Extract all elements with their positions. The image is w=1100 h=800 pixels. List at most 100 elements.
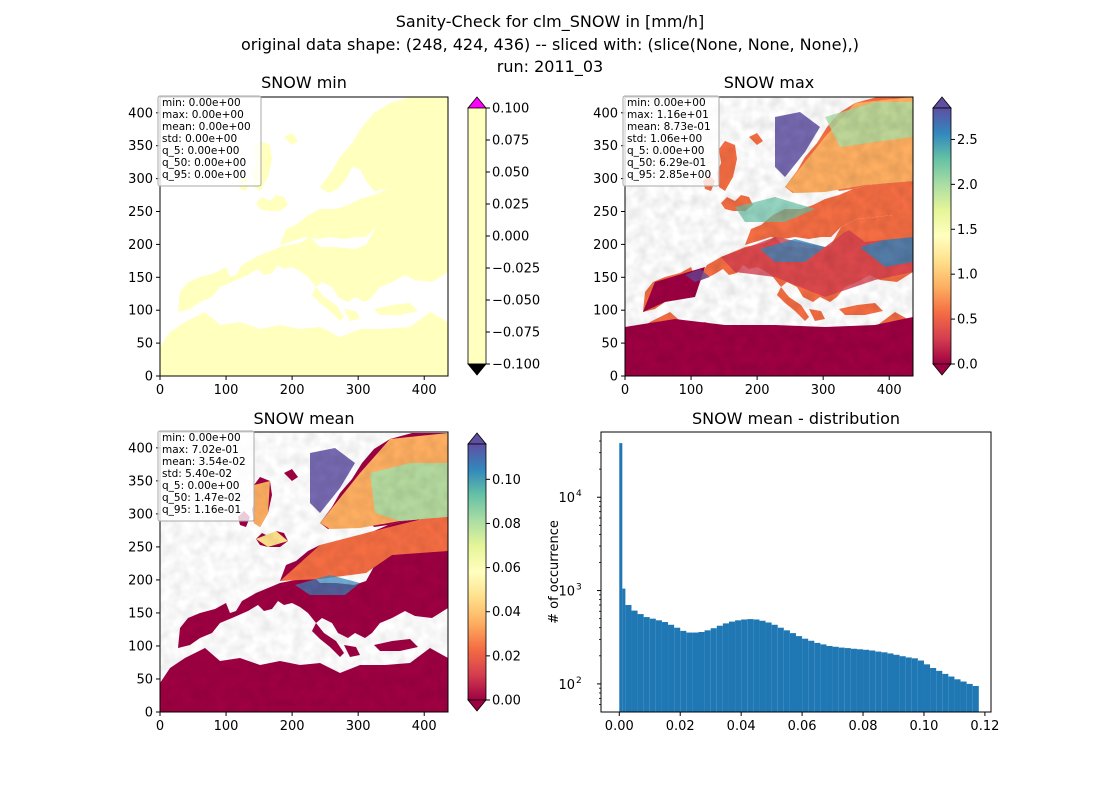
x-axis: 0.00 0.02 0.04 0.06 0.08 0.10 0.12	[605, 712, 999, 734]
y-axis: 0 50 100 150 200 250 300 350 400	[128, 441, 160, 721]
histogram-bar	[966, 683, 973, 712]
y-axis-label: # of occurrence	[547, 520, 562, 624]
histogram-bar	[899, 656, 906, 712]
histogram-bar	[820, 644, 827, 712]
colorbar-tick-label: −0.100	[492, 358, 540, 373]
colorbar-under-arrow	[467, 699, 487, 712]
stats-line: q_50: 0.00e+00	[162, 157, 246, 169]
stats-line: q_95: 2.85e+00	[627, 169, 711, 181]
panel-snow-mean: SNOW mean 0 100 200 300 400 0 50 100 150 200 250 3…	[128, 409, 521, 734]
x-tick-label: 400	[412, 719, 437, 734]
histogram-bar	[753, 619, 760, 712]
colorbar: 0.10 0.08 0.06 0.04 0.02 0.00	[467, 432, 521, 712]
axes-frame	[624, 96, 914, 377]
histogram-bar	[930, 668, 937, 712]
y-tick-label: 200	[128, 238, 153, 253]
axes-frame	[159, 431, 449, 713]
histogram-bar	[747, 619, 754, 712]
x-tick-label: 100	[214, 719, 239, 734]
colorbar-tick-label: 0.06	[492, 561, 521, 576]
histogram-bar	[923, 664, 931, 712]
colorbar: 2.5 2.0 1.5 1.0 0.5 0.0	[932, 96, 978, 376]
colorbar-tick-label: 2.5	[957, 133, 978, 148]
colorbar-body	[467, 107, 487, 365]
y-tick-label: 250	[128, 540, 153, 555]
histogram-bar	[661, 622, 669, 712]
histogram-bar	[710, 628, 717, 712]
y-tick-label: 0	[145, 706, 153, 721]
x-tick-label: 300	[346, 383, 371, 398]
histogram-bar	[911, 658, 918, 712]
histogram-bar	[856, 649, 864, 712]
axes-frame	[159, 96, 449, 377]
x-tick-label: 0.10	[909, 719, 938, 734]
stats-line: min: 0.00e+00	[162, 97, 241, 109]
colorbar-tick-label: 0.5	[957, 313, 978, 328]
colorbar-tick-label: 0.08	[492, 517, 521, 532]
x-axis: 0 100 200 300 400	[156, 712, 437, 734]
stats-box-frame	[622, 95, 720, 187]
panel-snow-min: SNOW min 0 100 200 300 400 0 50 100 150 200 250 30…	[128, 73, 540, 398]
histogram-bar	[655, 620, 662, 712]
histogram-bar	[972, 685, 979, 712]
panel-title: SNOW mean - distribution	[692, 409, 900, 428]
colorbar-tick-label: 0.10	[492, 473, 521, 488]
colorbar-tick-label: 0.100	[492, 102, 529, 117]
y-tick-label: 350	[128, 474, 153, 489]
x-tick-label: 100	[214, 383, 239, 398]
panel-title: SNOW min	[261, 73, 347, 92]
y-tick-label: 50	[136, 672, 153, 687]
histogram-bar	[765, 622, 772, 712]
y-tick-label: 200	[593, 238, 618, 253]
colorbar-tick-label: −0.050	[492, 294, 540, 309]
y-tick-label: 100	[128, 304, 153, 319]
y-tick-label: 400	[128, 441, 153, 456]
y-tick-label: 10	[558, 491, 575, 506]
colorbar-tick-label: 0.025	[492, 198, 529, 213]
colorbar-tick-label: 0.0	[957, 358, 978, 373]
x-tick-label: 200	[280, 383, 305, 398]
histogram-bar	[814, 642, 821, 712]
histogram-bar	[668, 624, 675, 712]
x-tick-label: 300	[811, 383, 836, 398]
x-tick-label: 400	[412, 383, 437, 398]
x-tick-label: 400	[877, 383, 902, 398]
histogram-bar	[622, 588, 626, 712]
stats-line: min: 0.00e+00	[162, 432, 241, 444]
histogram-bar	[777, 627, 784, 712]
stats-line: max: 7.02e-01	[162, 444, 239, 456]
x-tick-label: 0.06	[788, 719, 817, 734]
histogram-bar	[844, 648, 851, 712]
figure-title: Sanity-Check for clm_SNOW in [mm/h]	[395, 12, 705, 31]
histogram-bars	[619, 443, 979, 712]
y-tick-label: 100	[128, 639, 153, 654]
colorbar-tick-label: −0.075	[492, 326, 540, 341]
y-tick-label: 10	[558, 678, 575, 693]
histogram-bar	[875, 651, 882, 712]
y-tick-label: 400	[128, 106, 153, 121]
histogram-bar	[942, 673, 949, 712]
x-tick-label: 0.04	[727, 719, 756, 734]
histogram-bar	[948, 676, 955, 712]
histogram-bar	[869, 650, 876, 712]
histogram-bar	[741, 619, 748, 712]
colorbar: 0.100 0.075 0.050 0.025 0.000 −0.025 −0.050 −0.…	[467, 96, 540, 376]
stats-line: min: 0.00e+00	[627, 97, 706, 109]
x-tick-label: 300	[346, 719, 371, 734]
colorbar-tick-label: 1.0	[957, 268, 978, 283]
y-axis: 0 50 100 150 200 250 300 350 400	[593, 106, 625, 385]
x-tick-label: 0	[156, 383, 164, 398]
x-tick-label: 0.02	[666, 719, 695, 734]
colorbar-over-arrow	[467, 432, 487, 445]
histogram-bar	[722, 623, 729, 712]
colorbar-body	[467, 443, 487, 701]
colorbar-tick-label: 0.075	[492, 134, 529, 149]
stats-line: mean: 0.00e+00	[162, 121, 251, 133]
x-tick-label: 200	[745, 383, 770, 398]
colorbar-tick-label: 2.0	[957, 178, 978, 193]
y-tick-label: 350	[128, 139, 153, 154]
panel-title: SNOW max	[724, 73, 814, 92]
